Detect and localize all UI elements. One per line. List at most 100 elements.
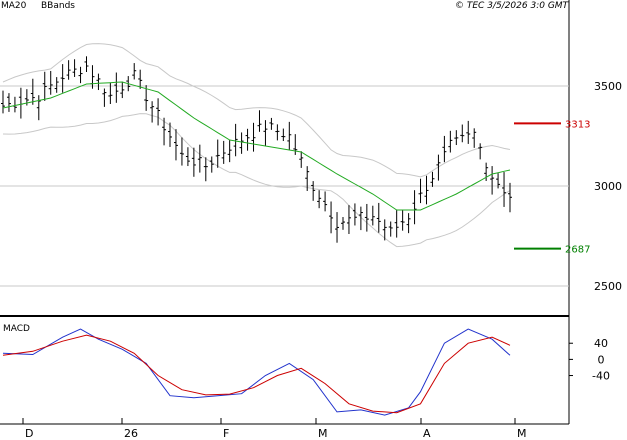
ma20-legend: MA20 (1, 1, 27, 11)
ohlc-bars (1, 56, 512, 243)
ohlc-bar-35 (209, 156, 214, 173)
ohlc-bar-12 (72, 59, 77, 77)
ohlc-bar-78 (466, 120, 471, 144)
ohlc-bar-71 (424, 175, 429, 205)
ohlc-bar-65 (388, 221, 393, 237)
ohlc-bar-24 (144, 85, 149, 111)
ohlc-bar-31 (185, 147, 190, 167)
ohlc-bar-46 (275, 124, 280, 141)
ohlc-bar-39 (233, 123, 238, 157)
macd-tick-1: 0 (598, 353, 605, 366)
ohlc-bar-33 (197, 144, 202, 173)
ohlc-bar-53 (317, 190, 322, 209)
ohlc-bar-59 (352, 203, 357, 226)
ohlc-bar-20 (120, 81, 125, 99)
x-tick-5: M (517, 427, 527, 440)
ohlc-bar-44 (263, 120, 268, 147)
ohlc-bar-51 (305, 166, 310, 191)
bband-upper (2, 43, 511, 178)
price-tick-0: 3500 (594, 80, 622, 93)
ohlc-bar-81 (484, 162, 489, 181)
ohlc-bar-11 (66, 60, 71, 80)
support-label: 2687 (565, 245, 590, 256)
ohlc-bar-63 (376, 202, 381, 233)
ohlc-bar-34 (203, 157, 208, 182)
ohlc-bar-56 (335, 212, 340, 243)
ohlc-bar-36 (215, 139, 220, 168)
ohlc-bar-0 (1, 90, 5, 114)
ohlc-bar-61 (364, 203, 369, 232)
ohlc-bar-62 (370, 205, 375, 226)
ohlc-bar-75 (448, 130, 453, 153)
ohlc-bar-28 (168, 122, 173, 147)
ohlc-bar-1 (6, 93, 11, 112)
bollinger-bands (2, 43, 511, 248)
ohlc-bar-47 (281, 128, 286, 141)
ohlc-bar-6 (36, 95, 41, 121)
ohlc-bar-8 (48, 70, 53, 95)
ohlc-bar-84 (502, 172, 507, 207)
ohlc-bar-73 (436, 154, 441, 181)
ohlc-bar-52 (311, 181, 316, 201)
ohlc-bar-37 (221, 140, 226, 164)
ohlc-bar-18 (108, 82, 113, 105)
ohlc-bar-48 (287, 121, 292, 151)
ohlc-bar-32 (191, 147, 196, 177)
ohlc-bar-60 (358, 206, 363, 231)
ohlc-bar-16 (96, 73, 101, 91)
ohlc-bar-50 (299, 151, 304, 168)
ohlc-bar-70 (418, 178, 423, 204)
ohlc-bar-68 (406, 213, 411, 234)
chart-background (0, 0, 569, 424)
ma20-line (2, 81, 511, 211)
x-tick-2: F (223, 427, 229, 440)
price-levels: 3313 2687 (514, 119, 590, 256)
ohlc-bar-19 (114, 72, 119, 103)
ohlc-bar-43 (257, 110, 262, 132)
time-tick-labels: D 26 F M A M (22, 418, 527, 440)
ohlc-bar-58 (346, 205, 351, 235)
ohlc-bar-14 (84, 56, 89, 72)
ohlc-bar-40 (239, 132, 244, 154)
ohlc-bar-72 (430, 171, 435, 187)
ohlc-bar-7 (42, 71, 47, 101)
ohlc-bar-23 (138, 69, 143, 89)
ohlc-bar-80 (478, 143, 483, 160)
x-tick-0: D (25, 427, 33, 440)
ohlc-bar-17 (102, 88, 107, 107)
ohlc-bar-74 (442, 135, 447, 163)
macd-tick-0: 40 (594, 337, 608, 350)
ohlc-bar-25 (150, 101, 155, 123)
ohlc-bar-13 (78, 66, 83, 84)
copyright-text: © TEC 3/5/2026 3:0 GMT (455, 1, 570, 11)
ohlc-bar-83 (496, 173, 501, 189)
ohlc-bar-66 (394, 209, 399, 238)
ohlc-bar-85 (508, 182, 512, 213)
macd-title: MACD (3, 324, 30, 334)
price-gridlines (0, 85, 569, 287)
ma20-path (2, 81, 511, 211)
ohlc-bar-55 (329, 201, 334, 234)
ohlc-bar-45 (269, 117, 274, 130)
price-tick-1: 3000 (594, 180, 622, 193)
ohlc-bar-57 (340, 217, 345, 230)
ohlc-bar-79 (472, 128, 477, 148)
macd-tick-2: -40 (592, 370, 610, 383)
ohlc-bar-69 (412, 190, 417, 225)
ohlc-bar-9 (54, 77, 59, 93)
price-tick-labels: 3500 3000 2500 (594, 80, 622, 293)
ohlc-bar-30 (179, 137, 184, 166)
ohlc-bar-22 (132, 63, 137, 80)
x-tick-1: 26 (124, 427, 138, 440)
macd-line (2, 328, 511, 416)
ohlc-bar-54 (323, 191, 328, 212)
ohlc-bar-29 (173, 129, 178, 161)
price-tick-2: 2500 (594, 280, 622, 293)
ohlc-bar-42 (251, 122, 256, 152)
ohlc-bar-5 (30, 78, 35, 105)
ohlc-bar-27 (162, 117, 167, 146)
bbands-legend: BBands (41, 1, 75, 11)
ohlc-bar-26 (156, 98, 161, 126)
ohlc-bar-82 (490, 166, 495, 195)
resistance-label: 3313 (565, 119, 590, 130)
